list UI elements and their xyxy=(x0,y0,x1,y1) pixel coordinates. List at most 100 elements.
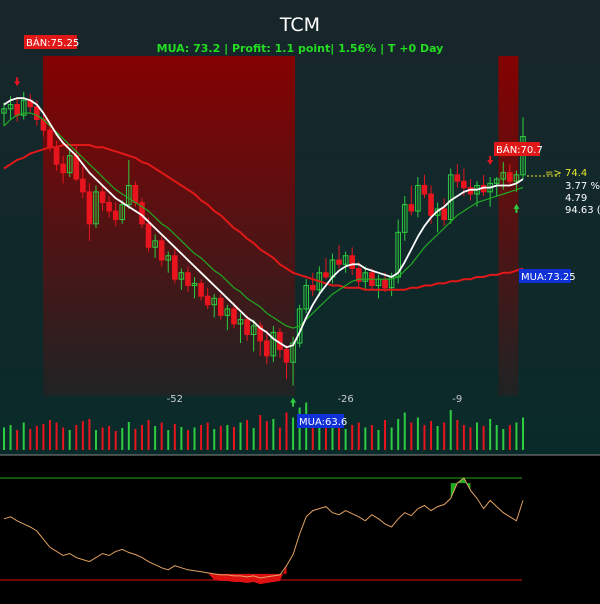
sell-label-2-text: BÁN:70.7 xyxy=(496,143,543,156)
candle-body xyxy=(191,282,198,287)
sell-label-2: BÁN:70.7 xyxy=(494,142,543,156)
candle-body xyxy=(132,184,139,204)
volume-bar xyxy=(35,426,38,450)
candle-body xyxy=(145,223,152,248)
candle-body xyxy=(461,180,467,189)
candle-body xyxy=(204,295,211,306)
candle-body xyxy=(99,191,106,204)
candle-body xyxy=(231,308,237,325)
volume-bar xyxy=(344,429,347,450)
volume-bar xyxy=(62,427,65,450)
candle-body xyxy=(34,106,40,120)
oscillator xyxy=(0,477,524,585)
volume-bar xyxy=(42,424,45,450)
volume-bars xyxy=(3,402,524,450)
volume-bar xyxy=(167,430,170,450)
volume-bar xyxy=(48,420,51,450)
buy-label-right-text: MUA:73.25 xyxy=(521,272,576,283)
volume-bar xyxy=(436,426,439,450)
volume-bar xyxy=(16,430,19,450)
candle-body xyxy=(342,255,349,265)
candle-body xyxy=(244,319,250,336)
candle-body xyxy=(270,331,277,357)
candle-body xyxy=(257,325,264,342)
candle-body xyxy=(198,282,204,297)
candle-body xyxy=(53,146,60,165)
volume-bar xyxy=(259,415,262,450)
sell-zone xyxy=(498,56,519,396)
sell-arrow xyxy=(14,77,21,87)
volume-bar xyxy=(127,422,130,450)
volume-bar xyxy=(311,420,314,450)
buy-label-bottom: MUA:63.6 xyxy=(297,414,347,428)
volume-bar xyxy=(522,417,524,450)
volume-bar xyxy=(449,410,452,450)
candles xyxy=(1,91,526,386)
candle-body xyxy=(165,255,172,261)
volume-bar xyxy=(495,425,498,450)
x-tick-label: -26 xyxy=(337,394,353,405)
volume-bar xyxy=(456,420,459,450)
candle-body xyxy=(158,240,165,261)
sell-zones xyxy=(43,56,519,396)
info-panel: => 74.4 3.77 %| 4.79 94.63 (T xyxy=(527,168,600,216)
sell-label-1: BÁN:75.25 xyxy=(24,35,79,49)
candle-body xyxy=(336,259,342,265)
volume-bar xyxy=(68,430,71,450)
candle-body xyxy=(507,172,513,182)
candle-body xyxy=(428,193,434,216)
volume-bar xyxy=(173,424,176,450)
volume-bar xyxy=(390,427,393,450)
volume-bar xyxy=(430,421,433,450)
buy-arrow xyxy=(290,397,297,407)
volume-bar xyxy=(410,422,413,450)
candle-body xyxy=(355,268,362,282)
candle-body xyxy=(217,297,224,316)
volume-bar xyxy=(508,425,511,450)
x-tick-label: -9 xyxy=(452,394,462,405)
volume-bar xyxy=(351,425,354,450)
candle-body xyxy=(263,340,270,357)
volume-bar xyxy=(186,430,189,450)
info-value-2: 4.79 xyxy=(565,193,587,204)
volume-bar xyxy=(108,426,111,450)
volume-bar xyxy=(219,426,222,450)
volume-bar xyxy=(88,419,91,450)
volume-bar xyxy=(75,425,78,450)
volume-bar xyxy=(377,430,380,450)
candle-body xyxy=(211,297,218,306)
candle-body xyxy=(454,174,461,182)
candle-body xyxy=(513,174,520,182)
volume-bar xyxy=(213,429,216,450)
oscillator-line xyxy=(3,477,524,579)
volume-bar xyxy=(114,431,117,450)
volume-bar xyxy=(180,427,183,450)
volume-bar xyxy=(252,428,255,450)
candle-body xyxy=(408,204,415,212)
volume-bar xyxy=(515,422,518,450)
volume-bar xyxy=(489,419,492,450)
volume-bar xyxy=(364,427,367,450)
volume-bar xyxy=(502,429,505,450)
volume-bar xyxy=(200,425,203,450)
volume-bar xyxy=(206,422,209,450)
buy-arrow xyxy=(513,203,520,213)
moving-averages xyxy=(3,97,524,349)
volume-bar xyxy=(147,420,150,450)
price-arrow: => xyxy=(545,168,562,179)
x-axis-ticks: -52 -26 -9 xyxy=(167,394,463,405)
oscillator-panel-bg xyxy=(0,455,600,600)
candle-body xyxy=(349,255,355,270)
volume-bar xyxy=(384,420,387,450)
candle-body xyxy=(323,272,329,278)
volume-bar xyxy=(298,407,301,450)
volume-bar xyxy=(443,422,446,450)
volume-bar xyxy=(9,425,12,450)
buy-label-right: MUA:73.25 xyxy=(519,269,576,283)
candle-body xyxy=(178,272,185,280)
candle-body xyxy=(152,240,158,248)
volume-bar xyxy=(292,417,295,450)
candle-body xyxy=(93,191,99,225)
volume-bar xyxy=(246,420,249,450)
